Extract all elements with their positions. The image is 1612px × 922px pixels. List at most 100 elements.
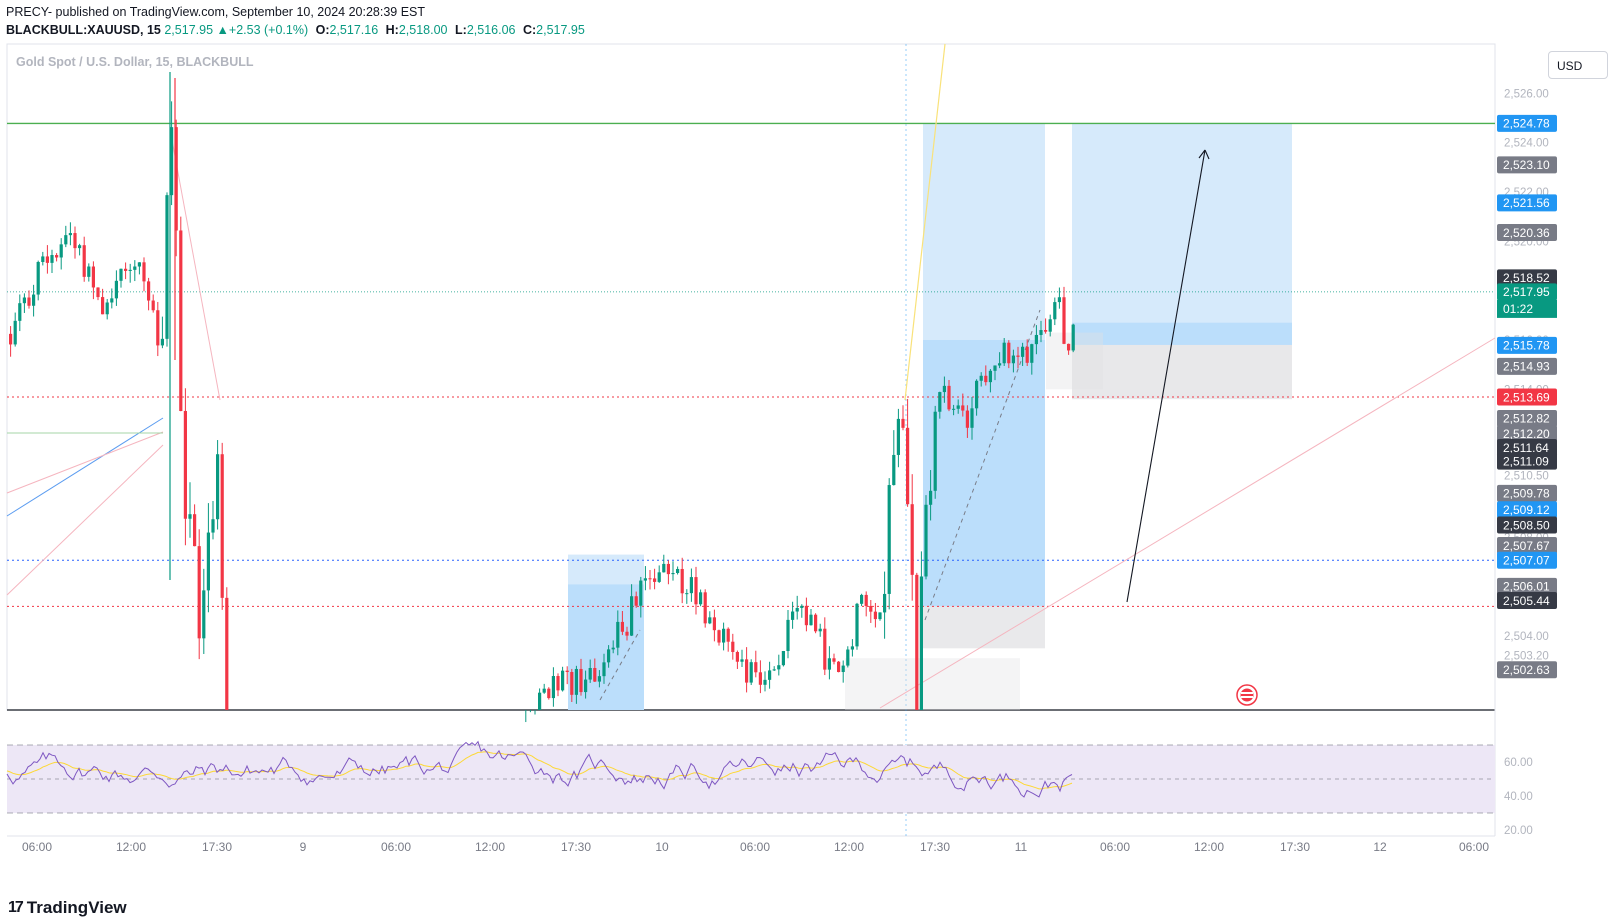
candle-body <box>110 298 114 303</box>
currency-button[interactable]: USD <box>1548 51 1608 79</box>
candle-body <box>27 297 31 306</box>
countdown-box <box>1497 299 1557 318</box>
price-label: 2,521.56 <box>1497 194 1557 212</box>
candle-body <box>101 297 105 315</box>
candle-body <box>620 621 624 632</box>
candle-body <box>929 490 933 505</box>
price-label: 2,507.07 <box>1497 551 1557 569</box>
candle-body <box>804 605 808 626</box>
candle-body <box>722 628 726 643</box>
price-tick-label: 2,503.20 <box>1504 651 1549 663</box>
price-label-text: 2,507.07 <box>1503 554 1550 568</box>
candle-body <box>653 578 657 582</box>
tradingview-logo[interactable]: 17 TradingView <box>8 898 127 917</box>
tradingview-mark-icon: 17 <box>8 899 24 916</box>
candle-body <box>708 617 712 624</box>
candle-body <box>772 669 776 671</box>
candle-body <box>197 546 201 639</box>
time-tick-label: 06:00 <box>740 840 770 854</box>
candle-body <box>873 611 877 620</box>
candle-body <box>625 631 629 636</box>
close-value: 2,517.95 <box>536 23 585 37</box>
rsi-ma-line <box>6 751 1073 790</box>
candle-body <box>87 266 91 277</box>
publisher-line: PRECY- published on TradingView.com, Sep… <box>6 5 426 19</box>
candle-body <box>78 245 82 249</box>
candle-body <box>795 607 799 612</box>
price-label-box <box>1497 591 1557 609</box>
candle-body <box>666 563 670 575</box>
candle-body <box>777 665 781 670</box>
price-label-box <box>1497 194 1557 212</box>
ohlc-line: BLACKBULL:XAUUSD, 15 2,517.95 ▲+2.53 (+0… <box>6 23 585 37</box>
price-label: 2,523.10 <box>1497 156 1557 174</box>
candle-body <box>593 667 597 682</box>
candle-body <box>170 127 174 196</box>
time-tick-label: 06:00 <box>381 840 411 854</box>
candle-body <box>754 662 758 673</box>
us-flag-event-icon-inner <box>1240 688 1254 702</box>
price-label-text: 2,520.36 <box>1503 226 1550 240</box>
time-tick-label: 17:30 <box>202 840 232 854</box>
candle-body <box>892 454 896 486</box>
price-tick-label: 2,510.50 <box>1504 471 1549 483</box>
time-tick-label: 12:00 <box>834 840 864 854</box>
candle-body <box>965 410 969 428</box>
time-tick-label: 10 <box>655 840 669 854</box>
candle-body <box>216 454 220 520</box>
candle-body <box>657 572 661 582</box>
price-label-box <box>1497 484 1557 502</box>
candle-body <box>726 628 730 642</box>
price-label-box <box>1497 501 1557 519</box>
price-label: 2,502.63 <box>1497 661 1557 679</box>
chart-title: Gold Spot / U.S. Dollar, 15, BLACKBULL <box>16 55 254 69</box>
price-label-box <box>1497 439 1557 457</box>
time-tick-label: 17:30 <box>920 840 950 854</box>
price-label: 2,511.64 <box>1497 439 1557 457</box>
candle-body <box>998 363 1002 366</box>
candle-body <box>768 670 772 680</box>
candle-body <box>124 268 128 271</box>
candle-body <box>823 628 827 670</box>
candle-body <box>689 577 693 594</box>
candle-body <box>979 375 983 381</box>
candle-body <box>73 233 77 249</box>
candle-body <box>1044 330 1048 332</box>
candle-body <box>1071 324 1075 351</box>
candle-body <box>1002 342 1006 364</box>
high-value: 2,518.00 <box>398 23 448 37</box>
candle-body <box>846 649 850 666</box>
candle-body <box>1030 344 1034 363</box>
candle-body <box>791 611 795 620</box>
trend-line <box>6 431 164 494</box>
candle-body <box>193 514 197 547</box>
candle-body <box>1062 297 1066 344</box>
time-tick-label: 12:00 <box>1194 840 1224 854</box>
candle-body <box>1025 346 1029 363</box>
candle-body <box>1034 334 1038 345</box>
candle-body <box>731 641 735 652</box>
candle-body <box>611 647 615 650</box>
candle-body <box>542 688 546 693</box>
time-tick-label: 06:00 <box>22 840 52 854</box>
candle-body <box>901 418 905 428</box>
price-label: 2,514.93 <box>1497 357 1557 375</box>
candle-body <box>938 392 942 412</box>
candle-body <box>915 574 919 710</box>
trend-line <box>904 43 946 401</box>
candle-body <box>648 578 652 580</box>
us-flag-stripe <box>1241 692 1253 694</box>
price-label: 2,512.82 <box>1497 409 1557 427</box>
candle-body <box>160 338 164 346</box>
candle-body <box>616 621 620 648</box>
price-label-text: 2,502.63 <box>1503 663 1550 677</box>
candle-body <box>924 504 928 577</box>
stop-zone <box>923 606 1045 649</box>
candle-body <box>55 255 59 258</box>
candle-body <box>1007 342 1011 364</box>
candle-body <box>584 679 588 693</box>
candle-body <box>671 573 675 575</box>
candle-body <box>588 667 592 680</box>
trend-line <box>879 337 1496 709</box>
